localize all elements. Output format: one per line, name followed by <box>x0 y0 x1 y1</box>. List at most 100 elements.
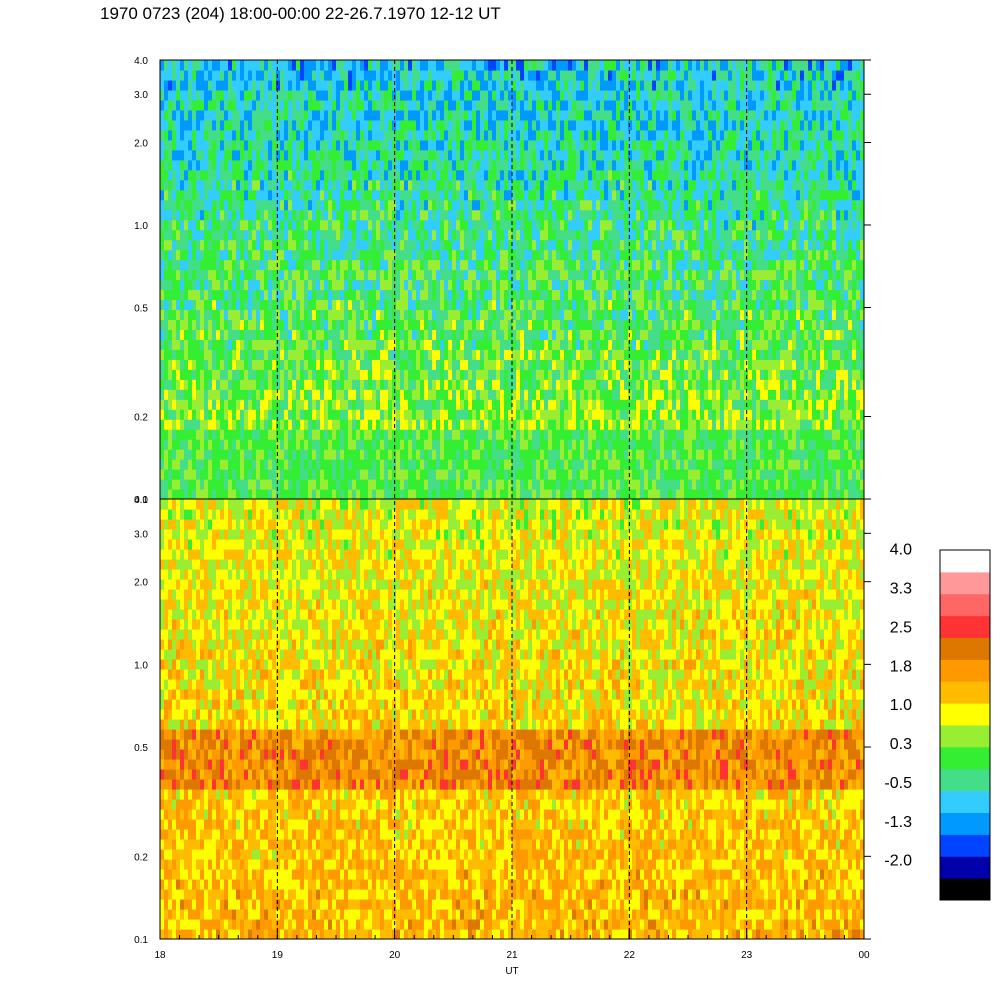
spectrogram-cell <box>340 489 345 499</box>
spectrogram-cell <box>480 299 485 311</box>
spectrogram-cell <box>528 439 533 450</box>
spectrogram-cell <box>296 179 301 191</box>
spectrogram-cell <box>268 189 273 201</box>
spectrogram-cell <box>480 69 485 81</box>
spectrogram-cell <box>540 169 545 181</box>
spectrogram-cell <box>192 329 197 340</box>
spectrogram-cell <box>584 79 589 91</box>
spectrogram-cell <box>224 409 229 420</box>
spectrogram-cell <box>316 199 321 211</box>
spectrogram-cell <box>372 109 377 121</box>
spectrogram-cell <box>168 419 173 430</box>
spectrogram-cell <box>348 439 353 450</box>
spectrogram-cell <box>460 419 465 430</box>
spectrogram-cell <box>556 129 561 141</box>
spectrogram-cell <box>252 429 257 440</box>
spectrogram-cell <box>384 339 389 350</box>
spectrogram-cell <box>452 319 457 330</box>
spectrogram-cell <box>524 489 529 499</box>
spectrogram-cell <box>304 389 309 400</box>
spectrogram-cell <box>376 119 381 131</box>
spectrogram-cell <box>608 459 613 470</box>
spectrogram-cell <box>520 299 525 311</box>
spectrogram-cell <box>160 309 165 321</box>
spectrogram-cell <box>260 489 265 499</box>
spectrogram-cell <box>460 379 465 390</box>
spectrogram-cell <box>352 319 357 330</box>
spectrogram-cell <box>368 169 373 181</box>
spectrogram-cell <box>376 79 381 91</box>
spectrogram-cell <box>544 119 549 131</box>
spectrogram-cell <box>260 119 265 131</box>
spectrogram-cell <box>176 489 181 499</box>
spectrogram-cell <box>192 69 197 81</box>
spectrogram-cell <box>196 379 201 390</box>
spectrogram-cell <box>564 199 569 211</box>
spectrogram-cell <box>340 309 345 321</box>
spectrogram-cell <box>452 209 457 221</box>
spectrogram-cell <box>572 239 577 251</box>
spectrogram-cell <box>172 369 177 380</box>
spectrogram-cell <box>276 439 281 450</box>
spectrogram-cell <box>548 309 553 321</box>
spectrogram-cell <box>424 279 429 291</box>
spectrogram-cell <box>392 299 397 311</box>
spectrogram-cell <box>200 229 205 241</box>
spectrogram-cell <box>192 189 197 201</box>
spectrogram-cell <box>404 60 409 71</box>
spectrogram-cell <box>592 419 597 430</box>
spectrogram-cell <box>552 399 557 410</box>
spectrogram-cell <box>564 159 569 171</box>
spectrogram-cell <box>596 359 601 370</box>
spectrogram-cell <box>328 239 333 251</box>
spectrogram-cell <box>596 139 601 151</box>
spectrogram-cell <box>592 239 597 251</box>
spectrogram-cell <box>172 299 177 311</box>
spectrogram-cell <box>412 149 417 161</box>
spectrogram-cell <box>236 309 241 321</box>
spectrogram-cell <box>264 339 269 350</box>
spectrogram-cell <box>568 159 573 171</box>
spectrogram-cell <box>528 109 533 121</box>
spectrogram-cell <box>236 149 241 161</box>
spectrogram-cell <box>492 79 497 91</box>
spectrogram-cell <box>540 189 545 201</box>
spectrogram-cell <box>380 469 385 480</box>
spectrogram-cell <box>524 119 529 131</box>
spectrogram-cell <box>540 339 545 350</box>
spectrogram-cell <box>208 399 213 410</box>
spectrogram-cell <box>600 119 605 131</box>
spectrogram-cell <box>336 209 341 221</box>
spectrogram-cell <box>412 469 417 480</box>
spectrogram-cell <box>300 319 305 330</box>
spectrogram-cell <box>236 409 241 420</box>
spectrogram-cell <box>568 139 573 151</box>
spectrogram-cell <box>388 119 393 131</box>
spectrogram-cell <box>568 389 573 400</box>
spectrogram-cell <box>408 449 413 460</box>
spectrogram-cell <box>244 229 249 241</box>
spectrogram-cell <box>464 299 469 311</box>
spectrogram-cell <box>544 79 549 91</box>
spectrogram-cell <box>240 69 245 81</box>
spectrogram-cell <box>424 399 429 410</box>
spectrogram-cell <box>480 369 485 380</box>
spectrogram-cell <box>240 329 245 340</box>
spectrogram-cell <box>600 189 605 201</box>
spectrogram-cell <box>512 209 517 221</box>
spectrogram-cell <box>500 99 505 111</box>
spectrogram-cell <box>464 449 469 460</box>
spectrogram-cell <box>580 319 585 330</box>
spectrogram-cell <box>456 239 461 251</box>
spectrogram-cell <box>480 239 485 251</box>
spectrogram-cell <box>504 199 509 211</box>
spectrogram-cell <box>256 79 261 91</box>
spectrogram-cell <box>352 249 357 261</box>
spectrogram-cell <box>184 60 189 71</box>
spectrogram-cell <box>492 189 497 201</box>
spectrogram-cell <box>480 279 485 291</box>
spectrogram-cell <box>588 109 593 121</box>
spectrogram-cell <box>276 309 281 321</box>
spectrogram-cell <box>572 269 577 281</box>
spectrogram-cell <box>368 189 373 201</box>
